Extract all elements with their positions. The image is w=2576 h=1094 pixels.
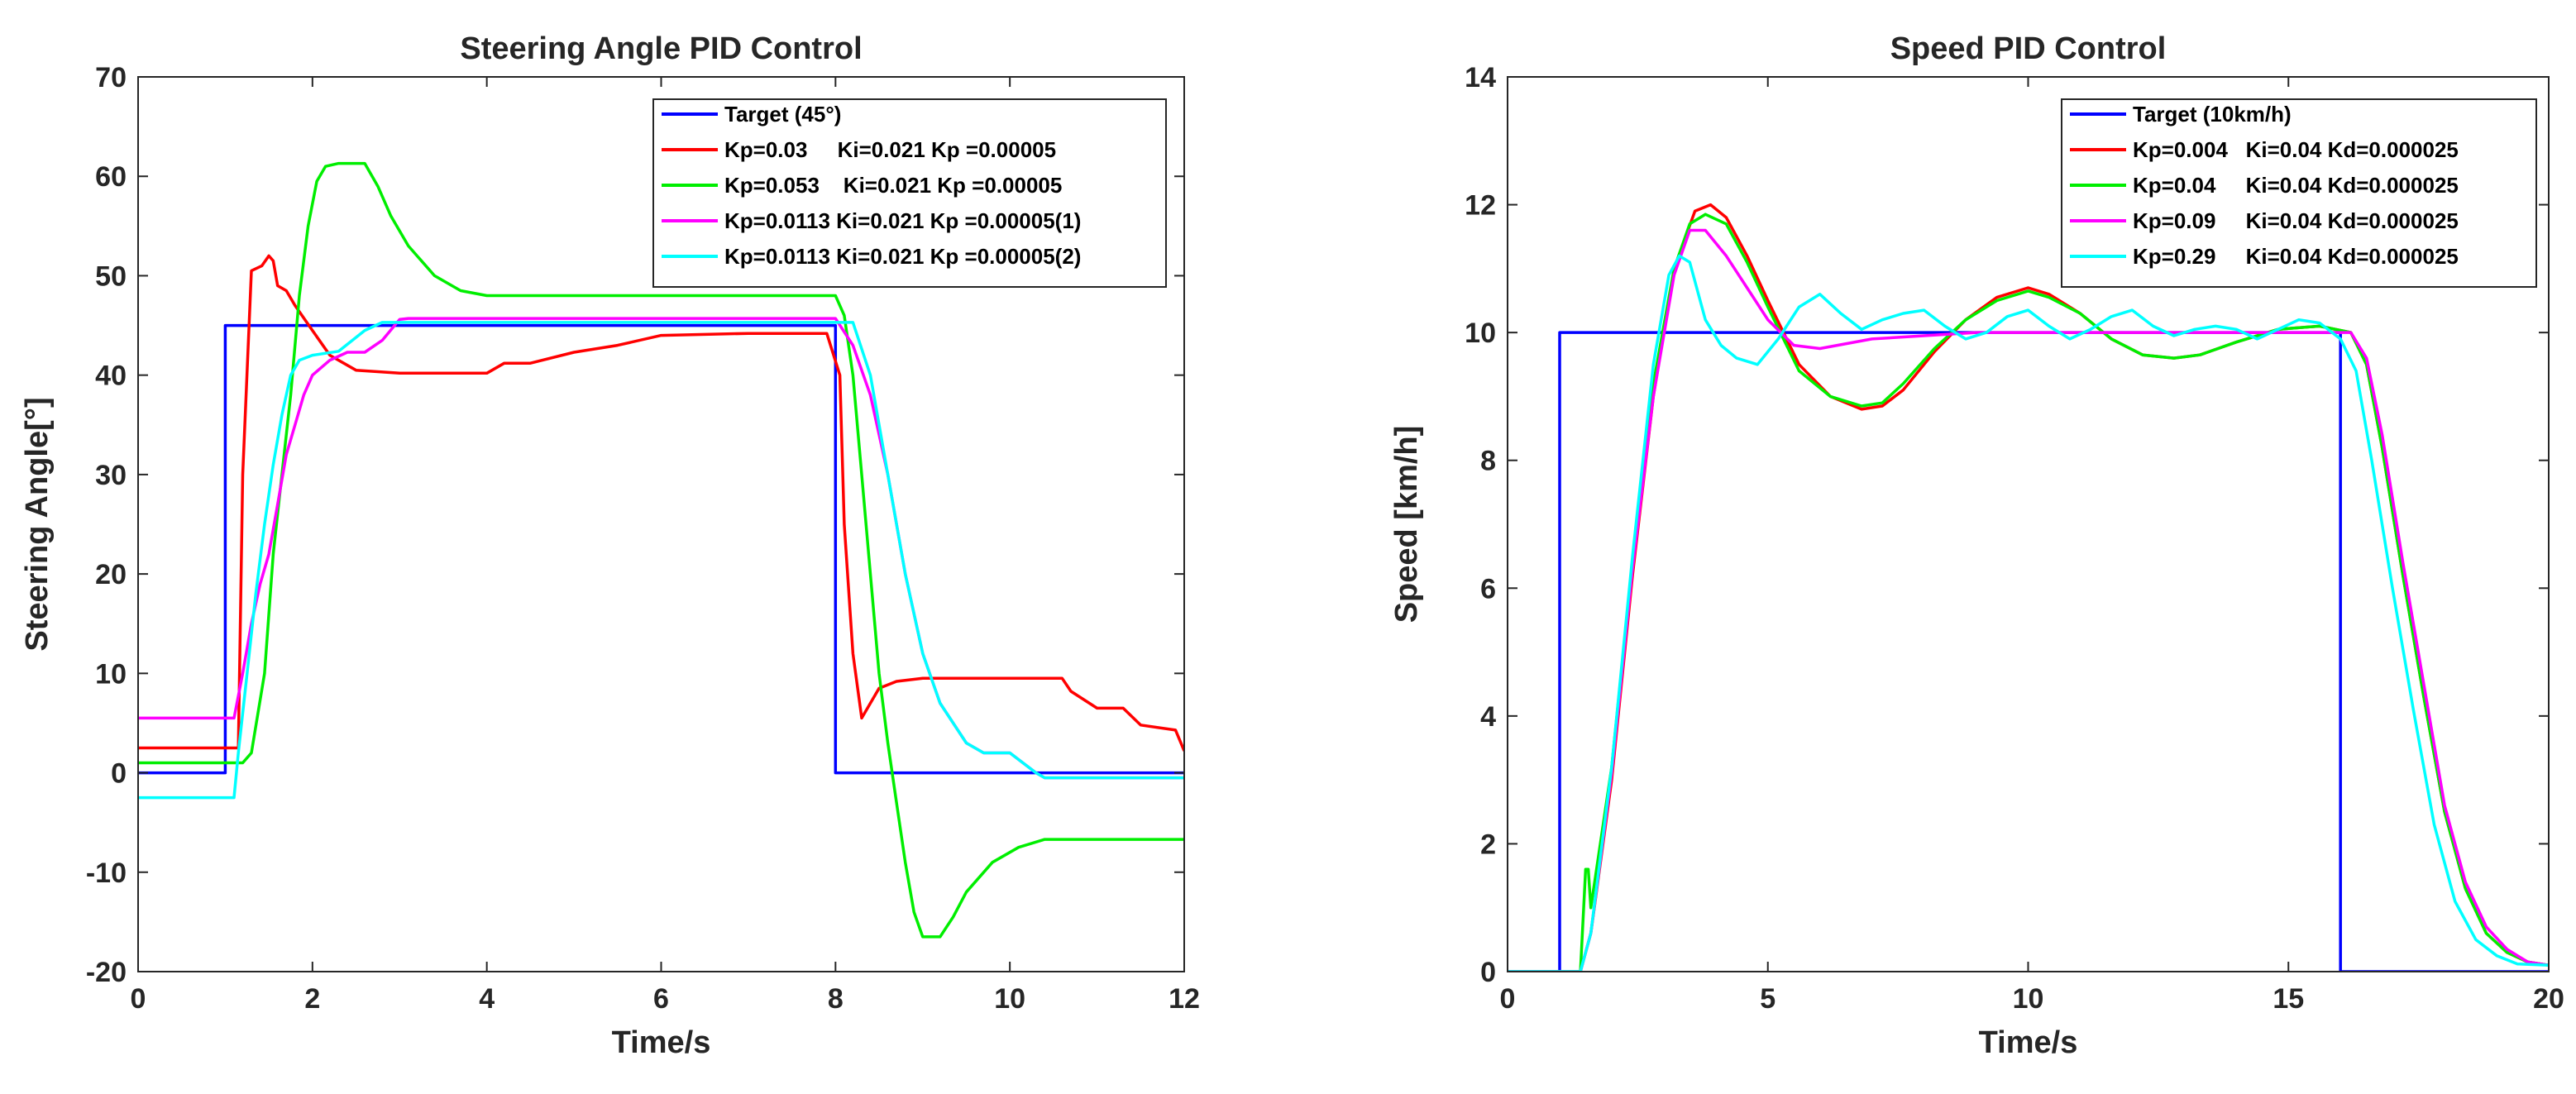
speed-y-tick-label: 12: [1465, 190, 1496, 222]
speed-legend-label-0: Target (10km/h): [2133, 102, 2292, 127]
steering-legend-box: [652, 98, 1167, 288]
steering-series-line-1: [138, 254, 1184, 752]
steering-legend-label-4: Kp=0.0113 Ki=0.021 Kp =0.00005(2): [724, 244, 1081, 269]
speed-y-tick-label: 2: [1480, 829, 1496, 860]
speed-legend-label-1: Kp=0.004 Ki=0.04 Kd=0.000025: [2133, 137, 2459, 162]
steering-y-axis-label: Steering Angle[°]: [20, 397, 55, 651]
speed-y-tick-label: 0: [1480, 957, 1496, 988]
steering-legend-label-2: Kp=0.053 Ki=0.021 Kp =0.00005: [724, 173, 1062, 198]
speed-chart: 0 5 10 15 20 0 2 4 6 8 10 12 14 Speed PID Control Time…: [1389, 31, 2564, 1060]
steering-angle-chart: 0 2 4 6 8 10 12 -20 -10 0 10 20 30 40 50 60 70 Steering A…: [20, 31, 1200, 1060]
steering-y-tick-label: -20: [86, 957, 127, 988]
speed-x-axis-label: Time/s: [1979, 1025, 2078, 1060]
speed-legend-label-3: Kp=0.09 Ki=0.04 Kd=0.000025: [2133, 208, 2459, 233]
steering-legend-label-3: Kp=0.0113 Ki=0.021 Kp =0.00005(1): [724, 208, 1081, 233]
speed-legend-box: [2061, 98, 2537, 288]
speed-legend: Target (10km/h) Kp=0.004 Ki=0.04 Kd=0.000…: [2061, 98, 2537, 288]
speed-x-tick-label: 10: [2013, 983, 2044, 1015]
speed-legend-label-4: Kp=0.29 Ki=0.04 Kd=0.000025: [2133, 244, 2459, 269]
steering-x-axis-label: Time/s: [612, 1025, 711, 1060]
steering-series-line-4: [138, 321, 1184, 800]
speed-x-tick-label: 15: [2273, 983, 2304, 1015]
speed-x-tick-label: 5: [1760, 983, 1775, 1015]
steering-y-tick-label: 10: [95, 658, 127, 690]
steering-y-tick-label: 0: [111, 758, 127, 790]
steering-y-tick-label: 20: [95, 559, 127, 590]
speed-series-line-4: [1508, 254, 2549, 972]
steering-x-tick-label: 8: [828, 983, 844, 1015]
steering-y-tick-label: 50: [95, 260, 127, 292]
speed-chart-title: Speed PID Control: [1890, 31, 2167, 66]
speed-series-line-2: [1508, 213, 2549, 972]
steering-x-tick-label: 12: [1169, 983, 1200, 1015]
steering-y-tick-label: -10: [86, 858, 127, 889]
speed-y-axis-label: Speed [km/h]: [1389, 426, 1424, 623]
steering-y-tick-label: 70: [95, 62, 127, 93]
speed-legend-label-2: Kp=0.04 Ki=0.04 Kd=0.000025: [2133, 173, 2459, 198]
steering-legend: Target (45°) Kp=0.03 Ki=0.021 Kp =0.00005…: [652, 98, 1167, 288]
steering-x-tick-label: 6: [653, 983, 669, 1015]
steering-x-tick-label: 2: [304, 983, 320, 1015]
speed-y-tick-label: 4: [1480, 701, 1496, 733]
steering-x-tick-label: 4: [479, 983, 495, 1015]
steering-x-tick-label: 10: [994, 983, 1025, 1015]
steering-chart-title: Steering Angle PID Control: [460, 31, 862, 66]
steering-x-tick-label: 0: [131, 983, 146, 1015]
speed-series-line-3: [1508, 228, 2549, 972]
steering-y-tick-label: 60: [95, 161, 127, 193]
steering-y-tick-label: 30: [95, 460, 127, 491]
steering-series-line-2: [138, 161, 1184, 939]
speed-y-tick-label: 14: [1465, 62, 1496, 93]
speed-y-tick-label: 10: [1465, 318, 1496, 349]
steering-legend-label-1: Kp=0.03 Ki=0.021 Kp =0.00005: [724, 137, 1056, 162]
speed-x-tick-label: 0: [1500, 983, 1516, 1015]
speed-x-tick-label: 20: [2533, 983, 2564, 1015]
steering-legend-label-0: Target (45°): [724, 102, 841, 127]
speed-y-tick-label: 8: [1480, 446, 1496, 477]
speed-y-tick-label: 6: [1480, 573, 1496, 604]
steering-y-tick-label: 40: [95, 361, 127, 392]
